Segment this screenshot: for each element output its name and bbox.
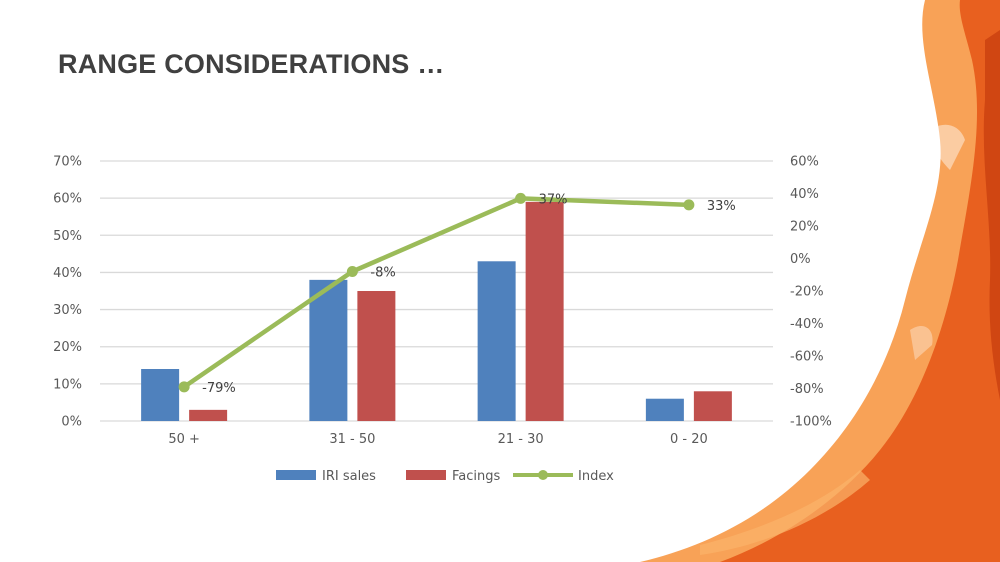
y-left-tick-label: 60% [53,192,82,207]
y-left-tick-label: 30% [53,303,82,318]
bar-facings [189,409,228,421]
legend-swatch-iri-sales [276,470,316,480]
bar-iri-sales [477,261,516,421]
y-left-tick-label: 40% [53,266,82,281]
index-data-label: 33% [707,199,736,214]
y-right-tick-label: -20% [790,285,824,300]
legend-label-iri-sales: IRI sales [322,469,376,484]
bar-facings [693,391,732,421]
bar-iri-sales [645,398,684,421]
index-data-label: 37% [539,192,568,207]
x-category-label: 50 + [168,432,200,447]
bar-facings [525,201,564,421]
y-left-tick-label: 0% [61,415,82,430]
y-right-tick-label: -60% [790,350,824,365]
y-right-tick-label: 60% [790,155,819,170]
x-category-label: 21 - 30 [498,432,544,447]
slide-title: RANGE CONSIDERATIONS … [58,49,445,79]
y-left-tick-label: 10% [53,377,82,392]
index-line [182,196,689,389]
index-point [346,266,358,277]
paint-brush-stroke-icon [640,0,1000,562]
index-point [515,192,527,204]
range-chart: 0% 10% 20% 30% 40% 50% 60% 70% -100% -80% -60% -40%… [53,155,832,485]
bar-iri-sales [141,369,180,421]
index-data-label: -8% [370,266,395,281]
legend-label-facings: Facings [452,469,501,484]
y-right-tick-label: -100% [790,415,832,430]
bar-iri-sales [309,279,348,421]
y-right-tick-label: 40% [790,187,819,202]
y-right-tick-label: -40% [790,317,824,332]
legend-swatch-facings [406,470,446,480]
index-point [178,381,190,393]
legend-label-index: Index [578,469,614,484]
y-right-tick-label: 0% [790,252,811,267]
y-right-tick-label: -80% [790,382,824,397]
y-right-tick-label: 20% [790,220,819,235]
x-category-label: 0 - 20 [670,432,708,447]
legend-swatch-index-marker [538,470,548,480]
y-left-tick-label: 20% [53,340,82,355]
index-data-label: -79% [202,381,236,396]
y-left-tick-label: 50% [53,229,82,244]
index-point [683,199,695,211]
bar-facings [357,291,396,421]
x-category-label: 31 - 50 [329,432,375,447]
y-left-tick-label: 70% [53,155,82,170]
